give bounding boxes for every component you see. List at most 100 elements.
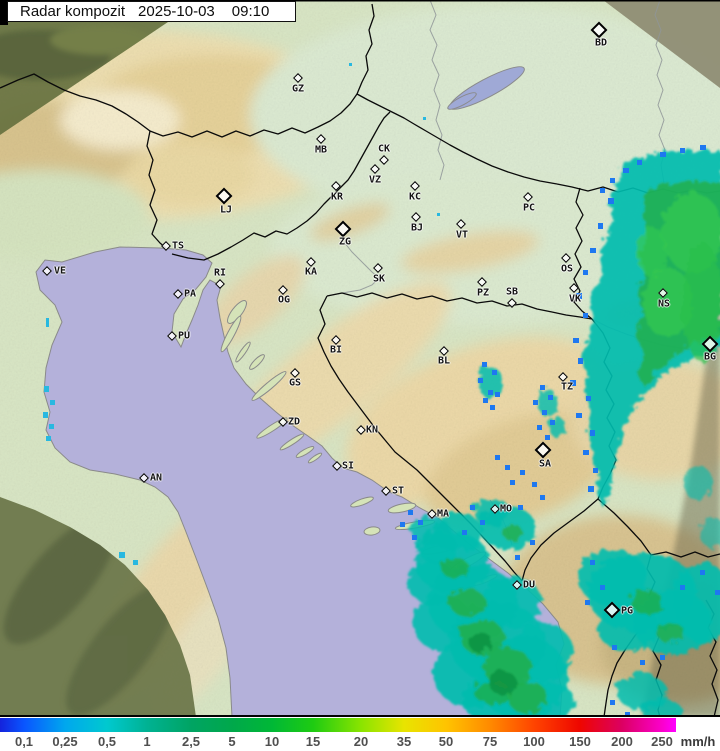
station-du-label: DU bbox=[522, 579, 536, 591]
station-os-diamond-icon bbox=[561, 253, 571, 263]
station-lj-diamond-icon bbox=[215, 187, 233, 205]
station-vk-diamond-icon bbox=[569, 283, 579, 293]
station-vz-label: VZ bbox=[368, 174, 382, 186]
scale-tick-20: 20 bbox=[353, 734, 369, 749]
title-time: 09:10 bbox=[231, 3, 270, 20]
station-ns-label: NS bbox=[657, 298, 671, 310]
station-mb-label: MB bbox=[314, 144, 328, 156]
station-si-label: SI bbox=[341, 460, 355, 472]
station-bd-diamond-icon bbox=[590, 21, 608, 39]
app-title: Radar kompozit bbox=[20, 3, 126, 20]
scale-tick-250: 250 bbox=[651, 734, 673, 749]
station-kr-label: KR bbox=[330, 191, 344, 203]
station-bd-label: BD bbox=[594, 37, 608, 49]
station-zd-label: ZD bbox=[287, 416, 301, 428]
station-og-diamond-icon bbox=[278, 285, 288, 295]
station-ka-label: KA bbox=[304, 266, 318, 278]
scale-unit-label: mm/h bbox=[680, 734, 716, 749]
scale-tick-1: 1 bbox=[143, 734, 151, 749]
station-ri-label: RI bbox=[213, 267, 227, 279]
station-pc-label: PC bbox=[522, 202, 536, 214]
scale-tick-10: 10 bbox=[264, 734, 280, 749]
station-ka-diamond-icon bbox=[306, 257, 316, 267]
station-ts-diamond-icon bbox=[161, 241, 171, 251]
precipitation-fields bbox=[405, 148, 720, 717]
station-bg-label: BG bbox=[703, 351, 717, 363]
scale-tick-75: 75 bbox=[482, 734, 498, 749]
scale-bar bbox=[0, 718, 676, 732]
station-ri-diamond-icon bbox=[215, 279, 225, 289]
station-sb-diamond-icon bbox=[507, 298, 517, 308]
station-st-label: ST bbox=[391, 485, 405, 497]
station-vk-label: VK bbox=[568, 293, 582, 305]
scale-tick-100: 100 bbox=[523, 734, 545, 749]
station-mo-diamond-icon bbox=[490, 504, 500, 514]
scale-tick-0_1: 0,1 bbox=[14, 734, 34, 749]
station-vz-diamond-icon bbox=[370, 164, 380, 174]
scale-tick-50: 50 bbox=[438, 734, 454, 749]
station-gs-label: GS bbox=[288, 377, 302, 389]
station-ck-diamond-icon bbox=[379, 155, 389, 165]
station-kn-diamond-icon bbox=[356, 425, 366, 435]
scale-tick-35: 35 bbox=[396, 734, 412, 749]
scale-tick-0_25: 0,25 bbox=[52, 734, 78, 749]
station-pz-label: PZ bbox=[476, 287, 490, 299]
station-ve-label: VE bbox=[53, 265, 67, 277]
station-an-label: AN bbox=[149, 472, 163, 484]
station-gz-label: GZ bbox=[291, 83, 305, 95]
station-kr-diamond-icon bbox=[331, 181, 341, 191]
station-lj-label: LJ bbox=[219, 204, 233, 216]
station-os-label: OS bbox=[560, 263, 574, 275]
station-ns-diamond-icon bbox=[658, 288, 668, 298]
station-bi-label: BI bbox=[329, 344, 343, 356]
station-tz-diamond-icon bbox=[558, 372, 568, 382]
station-sb-label: SB bbox=[505, 286, 519, 298]
station-sk-label: SK bbox=[372, 273, 386, 285]
station-bj-diamond-icon bbox=[411, 212, 421, 222]
station-og-label: OG bbox=[277, 294, 291, 306]
station-ts-label: TS bbox=[171, 240, 185, 252]
station-zd-diamond-icon bbox=[278, 417, 288, 427]
station-st-diamond-icon bbox=[381, 486, 391, 496]
station-gs-diamond-icon bbox=[290, 368, 300, 378]
station-pa-diamond-icon bbox=[173, 289, 183, 299]
station-tz-label: TZ bbox=[560, 381, 574, 393]
scale-tick-2_5: 2,5 bbox=[181, 734, 201, 749]
station-bl-label: BL bbox=[437, 355, 451, 367]
station-vt-diamond-icon bbox=[456, 219, 466, 229]
station-mb-diamond-icon bbox=[316, 134, 326, 144]
map-bottom-border bbox=[0, 715, 720, 717]
intensity-legend: 0,1 0,25 0,5 1 2,5 5 10 15 20 35 50 75 100 150 200 250 … bbox=[0, 717, 720, 751]
station-ck-label: CK bbox=[377, 143, 391, 155]
station-ve-diamond-icon bbox=[42, 266, 52, 276]
scale-tick-200: 200 bbox=[611, 734, 633, 749]
precipitation-specks bbox=[400, 145, 720, 717]
scale-tick-150: 150 bbox=[569, 734, 591, 749]
title-date: 2025-10-03 bbox=[138, 3, 215, 20]
station-du-diamond-icon bbox=[512, 580, 522, 590]
station-bg-diamond-icon bbox=[701, 335, 719, 353]
station-zg-label: ZG bbox=[338, 236, 352, 248]
station-gz-diamond-icon bbox=[293, 73, 303, 83]
stations-layer: GZ BD MB CK VZ KR KC PC LJ ZG BJ VT TS OS VE RI KA SK PA PZ… bbox=[42, 21, 719, 619]
station-pa-label: PA bbox=[183, 288, 197, 300]
station-kn-label: KN bbox=[365, 424, 379, 436]
station-pz-diamond-icon bbox=[477, 277, 487, 287]
station-bj-label: BJ bbox=[410, 222, 424, 234]
lake-balaton bbox=[447, 66, 525, 110]
scale-tick-5: 5 bbox=[228, 734, 236, 749]
station-pg-diamond-icon bbox=[603, 601, 621, 619]
station-ma-diamond-icon bbox=[427, 509, 437, 519]
station-bi-diamond-icon bbox=[331, 335, 341, 345]
station-pg-label: PG bbox=[620, 605, 634, 617]
station-an-diamond-icon bbox=[139, 473, 149, 483]
station-zg-diamond-icon bbox=[334, 220, 352, 238]
radar-map bbox=[0, 0, 720, 717]
station-pu-label: PU bbox=[177, 330, 191, 342]
title-corner-block bbox=[0, 0, 8, 25]
station-si-diamond-icon bbox=[332, 461, 342, 471]
station-pc-diamond-icon bbox=[523, 192, 533, 202]
station-sk-diamond-icon bbox=[373, 263, 383, 273]
station-ma-label: MA bbox=[436, 508, 450, 520]
